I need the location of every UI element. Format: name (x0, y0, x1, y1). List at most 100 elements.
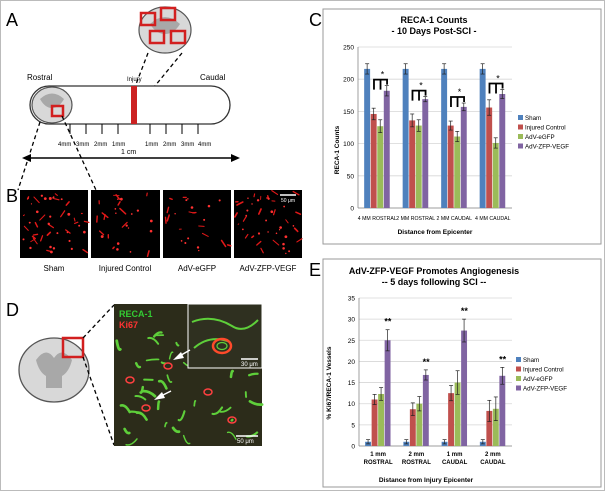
chart-title: AdV-ZFP-VEGF Promotes Angiogenesis (349, 266, 519, 276)
bar (409, 120, 416, 208)
distance-ticks: 4mm 3mm 2mm 1mm 1mm 2mm 3mm 4mm (58, 124, 211, 148)
cross-section-top (138, 6, 192, 54)
bar (441, 68, 448, 209)
rostral-label: Rostral (27, 73, 53, 82)
micrograph-adv-zfp-vegf (234, 190, 302, 258)
y-tick-label: 200 (343, 77, 354, 84)
sample-box (139, 11, 157, 27)
x-tick-label: ROSTRAL (364, 460, 393, 466)
legend-entry: Injured Control (525, 125, 566, 132)
x-axis-label: Distance from Epicenter (398, 229, 473, 236)
arrow-icon (154, 390, 172, 400)
significance-star: ** (423, 357, 431, 367)
significance-star: * (381, 70, 385, 80)
legend-swatch (518, 115, 523, 120)
bar (479, 68, 486, 209)
legend-entry: AdV-eGFP (523, 376, 553, 383)
bar (460, 106, 467, 208)
y-tick-label: 250 (343, 45, 354, 52)
bar (371, 399, 378, 446)
y-tick-label: 0 (351, 444, 355, 451)
bar (461, 330, 468, 446)
inset-vessels (191, 317, 259, 355)
bar (422, 374, 429, 446)
x-tick-label: 2 mm (485, 452, 501, 458)
legend-reca1: RECA-1 (119, 309, 153, 319)
legend-entry: AdV-eGFP (525, 134, 555, 141)
tick-label: 2mm (163, 142, 176, 148)
y-tick-label: 0 (350, 206, 354, 213)
bar (409, 409, 416, 446)
y-tick-label: 150 (343, 109, 354, 116)
y-axis-label: % Ki67/RECA-1 Vessels (326, 346, 333, 419)
x-tick-label: ROSTRAL (402, 460, 431, 466)
bar (415, 125, 422, 208)
chart-subtitle: -- 5 days following SCI -- (382, 277, 487, 287)
legend-swatch (516, 376, 521, 381)
panel-b: B 50 μm Sham Injured Control AdV-eGFP Ad… (6, 186, 303, 273)
sample-box (169, 29, 187, 45)
legend-swatch (516, 357, 521, 362)
caption-adv-egfp: AdV-eGFP (178, 264, 216, 273)
arrow-icon (173, 349, 191, 360)
panel-c: C RECA-1 Counts - 10 Days Post-SCI - 0 50… (309, 8, 602, 245)
panel-a: A Rostral Injury Caudal (6, 6, 240, 191)
bar (454, 136, 461, 208)
bar (384, 340, 391, 446)
spinal-cord-diagram (29, 85, 231, 125)
legend-entry: Sham (525, 115, 541, 122)
significance-star: * (458, 87, 462, 97)
sample-box (61, 336, 85, 359)
panel-label-b: B (6, 186, 18, 206)
panel-e: E AdV-ZFP-VEGF Promotes Angiogenesis -- … (309, 258, 602, 488)
bar (378, 393, 385, 446)
legend-ki67: Ki67 (119, 320, 138, 330)
bar (422, 99, 429, 208)
tick-label: 1mm (145, 142, 158, 148)
bar (383, 90, 390, 208)
bar (402, 68, 409, 209)
caption-adv-zfp-vegf: AdV-ZFP-VEGF (240, 264, 297, 273)
tick-label: 3mm (181, 142, 194, 148)
legend-swatch (518, 134, 523, 139)
y-tick-label: 100 (343, 141, 354, 148)
y-tick-label: 15 (348, 380, 356, 387)
bar (364, 68, 371, 209)
legend-swatch (518, 124, 523, 130)
bar (416, 403, 423, 446)
scale-bar-label: 50 μm (237, 439, 254, 445)
significance-star: ** (384, 317, 392, 327)
panel-d: D RECA-1 Ki67 30 μm 50 μm (6, 300, 264, 446)
x-tick-label: 2 mm (409, 452, 425, 458)
y-tick-label: 30 (348, 317, 356, 324)
y-tick-label: 35 (348, 296, 356, 303)
sample-box (159, 6, 177, 22)
vessel-staining (115, 331, 264, 446)
legend-swatch (516, 385, 521, 391)
bar (448, 393, 455, 446)
panel-label-c: C (309, 10, 322, 30)
legend-entry: Injured Control (523, 367, 564, 374)
bar (454, 382, 461, 446)
cross-section-left (31, 86, 73, 124)
inset-micrograph (187, 303, 263, 369)
chart-subtitle: - 10 Days Post-SCI - (391, 26, 476, 36)
legend-entry: AdV-ZFP-VEGF (523, 386, 567, 393)
x-tick-label: 1 mm (447, 452, 463, 458)
x-tick-label: 4 MM ROSTRAL (358, 216, 397, 222)
panel-label-a: A (6, 10, 18, 30)
legend-swatch (518, 143, 523, 149)
sample-box (148, 29, 166, 45)
legend-swatch (516, 366, 521, 372)
scale-bar-label: 30 μm (241, 362, 258, 368)
bar (492, 408, 499, 446)
significance-star: * (496, 74, 500, 84)
significance-star: ** (461, 306, 469, 316)
bar (499, 375, 506, 446)
injury-marker (131, 86, 137, 124)
panel-label-e: E (309, 260, 321, 280)
caudal-label: Caudal (200, 73, 226, 82)
scale-label: 1 cm (121, 149, 136, 156)
x-tick-label: 4 MM CAUDAL (475, 216, 511, 222)
